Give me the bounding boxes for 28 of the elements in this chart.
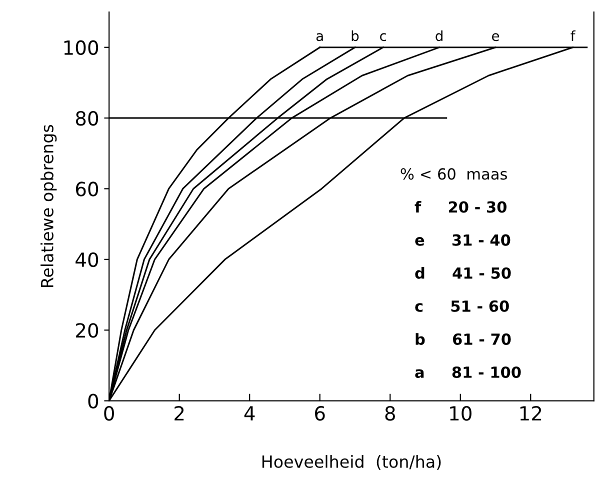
y-axis-title: Relatiewe opbrengs [40,124,57,287]
x-tick-label: 0 [104,406,114,421]
x-tick-label: 12 [520,406,542,420]
series-label: c [380,33,386,42]
y-tick-label: 40 [76,252,98,268]
x-tick-label: 6 [315,406,325,421]
annotation: e 31 - 40 [415,234,510,246]
series-label: f [570,30,576,41]
x-tick-label: 10 [450,406,472,421]
series-label: a [316,33,323,42]
y-tick-label: 80 [76,110,98,126]
series-label: b [352,30,359,42]
x-tick-label: 8 [385,406,395,421]
x-tick-label: 4 [244,406,255,420]
annotation: d 41 - 50 [415,267,511,279]
annotation: b 61 - 70 [416,333,511,345]
series-label: e [492,33,500,42]
annotation: c 51 - 60 [415,300,509,312]
annotation: a 81 - 100 [415,366,521,378]
series-label: d [436,30,442,42]
annotation: % < 60 maas [400,168,507,180]
x-tick-label: 2 [174,406,184,420]
x-axis-title: Hoeveelheid (ton/ha) [262,455,441,470]
y-tick-label: 100 [64,40,98,56]
y-tick-label: 20 [76,323,98,338]
annotation: f 20 - 30 [414,200,507,213]
y-tick-label: 60 [76,182,98,196]
y-tick-label: 0 [88,394,98,408]
